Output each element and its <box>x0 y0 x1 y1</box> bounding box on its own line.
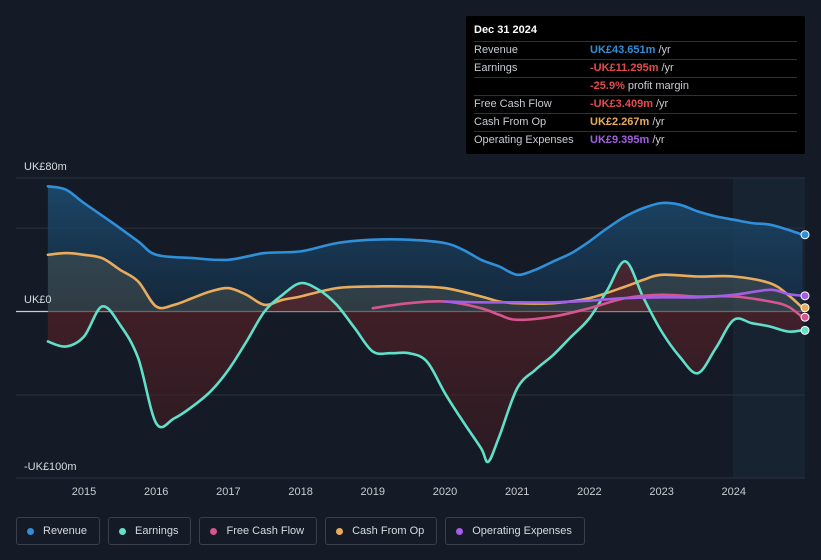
y-label-zero: UK£0 <box>24 294 52 306</box>
legend-dot-icon <box>119 527 127 535</box>
y-label-bottom: -UK£100m <box>24 461 77 473</box>
tooltip-value: -25.9% <box>590 80 625 92</box>
x-tick-label-2020: 2020 <box>433 486 457 498</box>
tooltip-value: UK£43.651m <box>590 44 656 56</box>
tooltip-unit: /yr <box>652 134 665 146</box>
x-tick-label-2021: 2021 <box>505 486 529 498</box>
tooltip-row-operating-expenses: Operating Expenses UK£9.395m/yr <box>474 132 797 149</box>
legend: Revenue Earnings Free Cash Flow Cash From O… <box>16 517 593 545</box>
tooltip-date: Dec 31 2024 <box>474 24 797 42</box>
earnings-endpoint <box>800 325 810 335</box>
x-tick-label-2015: 2015 <box>72 486 96 498</box>
tooltip-row-revenue: Revenue UK£43.651m/yr <box>474 42 797 60</box>
tooltip-label: Free Cash Flow <box>474 98 552 110</box>
x-tick-label-2016: 2016 <box>144 486 168 498</box>
tooltip-label: Revenue <box>474 44 519 56</box>
cash-from-op-line <box>46 251 804 310</box>
x-tick-label-2023: 2023 <box>649 486 673 498</box>
tooltip-value: UK£9.395m <box>590 134 650 146</box>
operating-expenses-endpoint <box>800 291 810 301</box>
free-cash-flow-endpoint <box>800 312 810 322</box>
tooltip-row-free-cash-flow: Free Cash Flow -UK£3.409m/yr <box>474 96 797 114</box>
x-tick-label-2018: 2018 <box>288 486 312 498</box>
legend-item-cash-from-op[interactable]: Cash From Op <box>325 517 438 545</box>
legend-label: Operating Expenses <box>472 525 572 537</box>
tooltip-label: Cash From Op <box>474 116 547 128</box>
x-tick-label-2022: 2022 <box>577 486 601 498</box>
legend-dot-icon <box>456 527 464 535</box>
x-tick-label-2019: 2019 <box>361 486 385 498</box>
legend-item-operating-expenses[interactable]: Operating Expenses <box>445 517 585 545</box>
tooltip-row-profit-margin: -25.9% profit margin <box>474 78 797 96</box>
legend-dot-icon <box>27 527 34 535</box>
tooltip-label <box>474 78 590 95</box>
series-lines <box>46 185 804 464</box>
legend-dot-icon <box>210 527 218 535</box>
tooltip-unit: /yr <box>661 62 674 74</box>
x-tick-label-2024: 2024 <box>722 486 746 498</box>
y-label-top: UK£80m <box>24 161 67 173</box>
tooltip-unit: /yr <box>652 116 665 128</box>
revenue-line <box>46 185 804 277</box>
revenue-endpoint <box>800 230 810 240</box>
legend-dot-icon <box>336 527 344 535</box>
legend-item-free-cash-flow[interactable]: Free Cash Flow <box>199 517 318 545</box>
cash-from-op-endpoint <box>800 303 810 313</box>
tooltip-row-cash-from-op: Cash From Op UK£2.267m/yr <box>474 114 797 132</box>
legend-label: Revenue <box>43 525 88 537</box>
earnings-line <box>46 260 804 464</box>
tooltip-label: Operating Expenses <box>474 134 574 146</box>
tooltip-label: Earnings <box>474 62 518 74</box>
tooltip-value: -UK£11.295m <box>590 62 659 74</box>
data-tooltip: Dec 31 2024 Revenue UK£43.651m/yr Earnings… <box>466 16 805 154</box>
legend-item-revenue[interactable]: Revenue <box>16 517 101 545</box>
legend-label: Earnings <box>135 525 179 537</box>
tooltip-unit: profit margin <box>627 80 689 92</box>
tooltip-unit: /yr <box>658 44 671 56</box>
legend-label: Cash From Op <box>352 525 425 537</box>
legend-item-earnings[interactable]: Earnings <box>108 517 192 545</box>
tooltip-rows: Revenue UK£43.651m/yr Earnings -UK£11.295m /… <box>474 42 797 149</box>
series-endpoints <box>800 230 810 335</box>
legend-label: Free Cash Flow <box>226 525 305 537</box>
tooltip-unit: /yr <box>655 98 669 110</box>
x-axis: 2015 2016 2017 2018 2019 2020 2021 2022 2023 2024 <box>72 486 746 498</box>
tooltip-value: -UK£3.409m <box>590 98 653 110</box>
operating-expenses-line <box>443 288 804 304</box>
tooltip-value: UK£2.267m <box>590 116 650 128</box>
tooltip-row-earnings: Earnings -UK£11.295m/yr <box>474 60 797 78</box>
x-tick-label-2017: 2017 <box>216 486 240 498</box>
earnings-area <box>47 261 803 462</box>
